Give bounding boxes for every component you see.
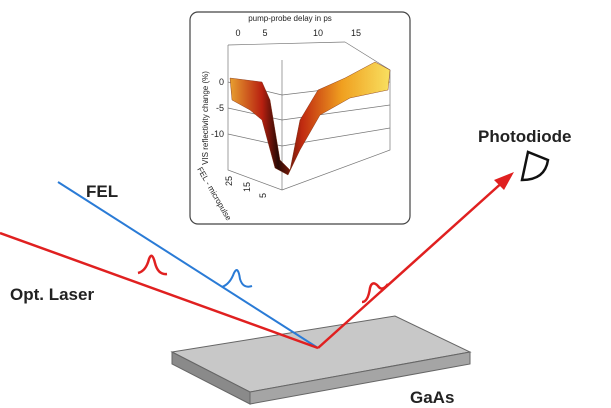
depth-tick: 25: [224, 176, 234, 186]
x-axis-label: pump-probe delay in ps: [248, 14, 332, 23]
x-tick: 10: [313, 28, 323, 38]
depth-tick: 15: [242, 182, 252, 192]
y-tick: -10: [211, 129, 224, 139]
laser-label: Opt. Laser: [10, 285, 94, 304]
y-axis-label: VIS reflectivity change (%): [201, 71, 210, 165]
fel-label: FEL: [86, 182, 118, 201]
depth-tick: 5: [258, 193, 268, 198]
y-tick: -5: [216, 103, 224, 113]
inset-frame: [190, 12, 410, 224]
photodiode-label: Photodiode: [478, 127, 571, 146]
x-tick: 0: [235, 28, 240, 38]
laser-pulse-in: [138, 256, 167, 274]
fel-pulse: [222, 270, 252, 287]
photodiode-icon: [522, 152, 548, 180]
x-tick: 5: [262, 28, 267, 38]
figure: pump-probe delay in ps 0 5 10 15 VIS ref…: [0, 0, 611, 408]
sample-label: GaAs: [410, 388, 454, 407]
y-tick: 0: [219, 77, 224, 87]
x-tick: 15: [351, 28, 361, 38]
laser-pulse-out: [362, 283, 388, 302]
